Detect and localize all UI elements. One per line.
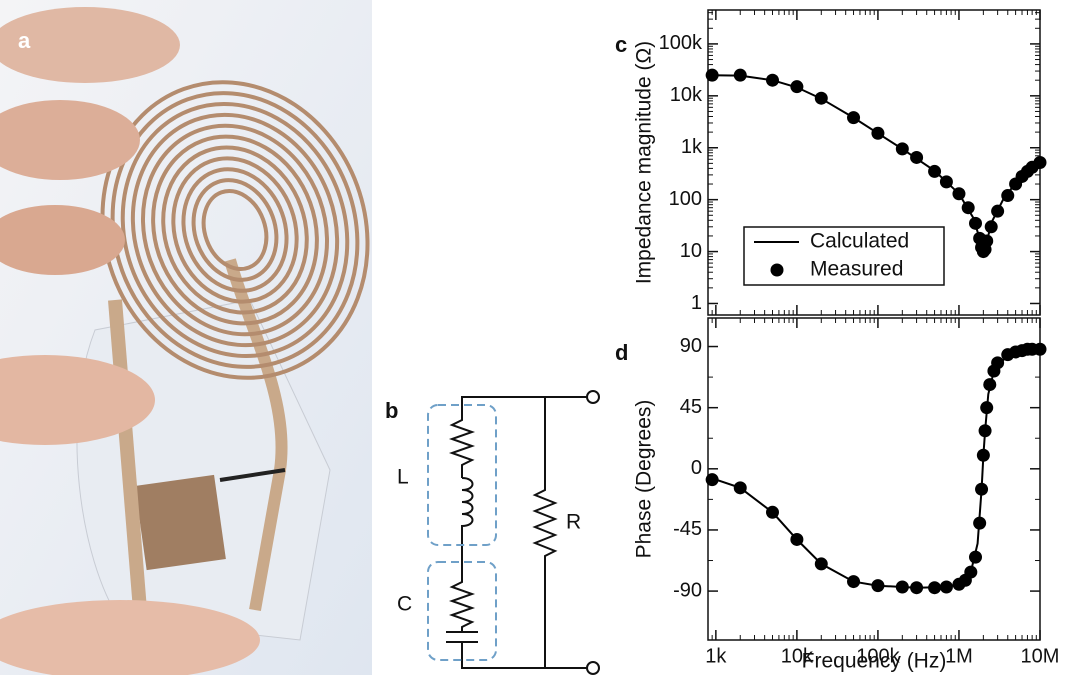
measured-point [928,165,941,178]
measured-point [847,111,860,124]
y-tick-label: 100k [659,32,703,54]
circuit-label: C [397,593,412,616]
x-tick-label: 10M [1021,645,1060,667]
measured-point [928,581,941,594]
measured-point [979,424,992,437]
x-tick-label: 1M [945,645,973,667]
measured-point [1034,156,1047,169]
measured-point [815,92,828,105]
x-axis-label: Frequency (Hz) [802,650,947,673]
y-tick-label: 10 [680,240,702,262]
y-tick-label: 90 [680,335,702,357]
measured-point [790,80,803,93]
measured-point [969,551,982,564]
measured-point [962,201,975,214]
measured-point [952,187,965,200]
y-axis-label: Phase (Degrees) [633,400,656,559]
legend-label: Calculated [810,230,909,253]
figure: a b L C R 1 10 100 1k 10k 100kImpedance magni… [0,0,1067,675]
legend-marker [771,264,784,277]
measured-point [871,127,884,140]
measured-point [910,581,923,594]
measured-point [766,506,779,519]
measured-point [980,401,993,414]
legend-label: Measured [810,258,903,281]
y-axis-label: Impedance magnitude (Ω) [633,41,656,284]
panel-label: b [385,398,398,423]
circuit-label: L [397,466,409,489]
measured-point [991,205,1004,218]
measured-point [766,74,779,87]
y-tick-label: 100 [669,188,702,210]
measured-point [896,142,909,155]
measured-point [871,579,884,592]
measured-point [734,481,747,494]
y-tick-label: 1k [681,136,703,158]
y-tick-label: 45 [680,396,702,418]
y-tick-label: 1 [691,292,702,314]
measured-point [964,566,977,579]
panel-label: d [615,340,628,365]
measured-point [973,517,986,530]
measured-point [734,69,747,82]
panel-label: a [18,28,31,53]
circuit-label: R [566,511,581,534]
y-tick-label: 0 [691,457,702,479]
measured-point [896,581,909,594]
measured-point [980,234,993,247]
y-tick-label: -90 [673,579,702,601]
measured-point [991,356,1004,369]
measured-point [969,217,982,230]
measured-point [847,575,860,588]
measured-point [706,69,719,82]
photo: a [0,0,408,675]
measured-point [985,220,998,233]
measured-point [1034,343,1047,356]
measured-point [983,378,996,391]
y-tick-label: 10k [670,84,703,106]
measured-point [706,473,719,486]
measured-point [977,449,990,462]
measured-point [815,557,828,570]
x-tick-label: 1k [705,645,727,667]
measured-point [1001,189,1014,202]
panel-label: c [615,32,627,57]
measured-point [790,533,803,546]
y-tick-label: -45 [673,518,702,540]
measured-point [975,483,988,496]
measured-point [910,151,923,164]
measured-point [940,581,953,594]
measured-point [940,175,953,188]
